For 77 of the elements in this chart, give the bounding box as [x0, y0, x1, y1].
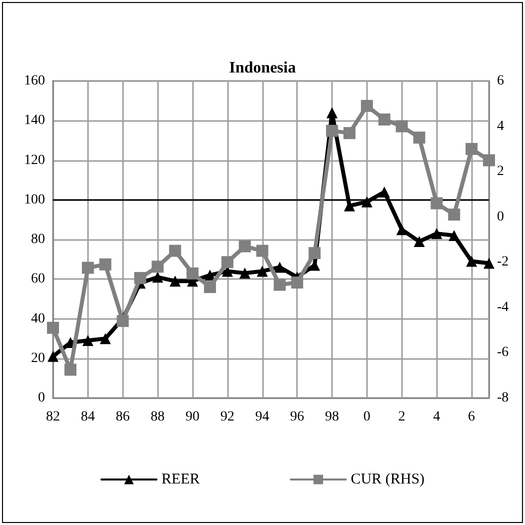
x-tick-label: 4: [433, 410, 440, 424]
point: [360, 100, 373, 112]
point: [82, 335, 94, 346]
x-tick-label: 0: [363, 410, 370, 424]
point: [204, 270, 216, 281]
chart-title: Indonesia: [229, 60, 296, 76]
point: [152, 260, 164, 273]
y2-tick-label: -2: [497, 254, 509, 270]
y-tick-label: 40: [31, 311, 45, 326]
point: [169, 244, 182, 257]
x-tick-label: 96: [290, 410, 304, 424]
y2-tick-label: -4: [497, 300, 509, 315]
point: [430, 197, 443, 210]
y2-tick-label: 6: [497, 74, 504, 88]
point: [64, 364, 76, 376]
point: [378, 113, 390, 126]
y2-tick-label: 2: [497, 164, 504, 180]
y2-tick-label: -6: [497, 345, 509, 360]
point: [239, 268, 250, 279]
x-tick-label: 88: [150, 410, 165, 424]
point: [361, 196, 372, 208]
point: [99, 258, 112, 270]
point: [466, 142, 478, 155]
point: [152, 272, 164, 283]
point: [291, 276, 304, 289]
x-tick-label: 94: [255, 410, 270, 424]
point: [221, 256, 234, 268]
point: [274, 278, 286, 291]
y-tick-label: 120: [24, 152, 45, 168]
point: [414, 236, 425, 247]
point: [82, 262, 94, 274]
point: [48, 350, 58, 362]
point: [256, 266, 268, 277]
x-tick-label: 98: [325, 410, 340, 424]
y2-tick-label: -8: [497, 390, 509, 406]
y-tick-label: 60: [31, 272, 45, 287]
point: [484, 258, 494, 269]
point: [396, 120, 408, 132]
point: [396, 224, 408, 236]
y-tick-label: 80: [31, 232, 45, 247]
point: [47, 322, 59, 334]
x-tick-label: 86: [116, 410, 130, 424]
point: [274, 262, 286, 273]
x-tick-label: 82: [46, 410, 60, 424]
point: [326, 124, 338, 137]
point: [413, 132, 426, 144]
x-tick-label: 84: [80, 410, 95, 424]
point: [378, 186, 390, 198]
point: [100, 333, 111, 344]
y-tick-label: 140: [24, 113, 45, 128]
point: [134, 272, 146, 284]
legend-label: CUR (RHS): [350, 472, 425, 488]
x-tick-label: 2: [398, 410, 406, 424]
point: [256, 244, 268, 257]
y2-tick-label: 4: [497, 118, 504, 134]
y-tick-label: 20: [31, 350, 45, 366]
legend-label: REER: [161, 472, 200, 488]
point: [448, 230, 460, 242]
y-tick-label: 0: [38, 390, 45, 406]
x-tick-label: 6: [468, 410, 476, 424]
point: [326, 107, 338, 118]
y-tick-label: 160: [24, 74, 45, 88]
x-tick-label: 92: [220, 410, 234, 424]
point: [343, 127, 356, 140]
point: [170, 276, 181, 287]
x-tick-label: 90: [186, 410, 200, 424]
point: [116, 315, 129, 328]
point: [483, 154, 495, 166]
y2-tick-label: 0: [497, 209, 504, 224]
point: [431, 228, 442, 240]
point: [238, 240, 251, 252]
point: [308, 247, 321, 260]
point: [466, 256, 478, 267]
point: [448, 208, 460, 221]
point: [204, 281, 216, 294]
point: [186, 267, 199, 280]
y-tick-label: 100: [24, 192, 45, 208]
